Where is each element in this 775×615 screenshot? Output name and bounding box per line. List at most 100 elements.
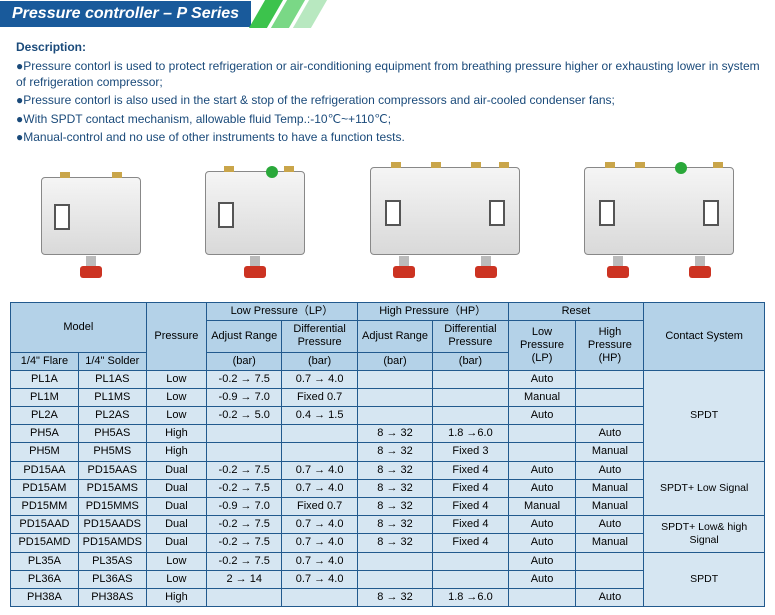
th-bar: (bar) — [357, 352, 432, 370]
table-cell: PD15AAS — [78, 461, 146, 479]
table-cell: Manual — [576, 498, 644, 516]
table-cell — [576, 570, 644, 588]
table-cell: PL35AS — [78, 552, 146, 570]
table-cell: 8 → 32 — [357, 588, 432, 606]
table-cell: Fixed 4 — [433, 498, 508, 516]
th-lp-adj: Adjust Range — [207, 321, 282, 352]
table-cell — [357, 570, 432, 588]
table-cell: Auto — [508, 516, 576, 534]
table-cell: Low — [146, 552, 206, 570]
table-cell: Auto — [508, 570, 576, 588]
table-cell: 0.7 → 4.0 — [282, 461, 357, 479]
th-model: Model — [11, 302, 147, 352]
table-cell: Auto — [508, 461, 576, 479]
table-cell: Auto — [508, 407, 576, 425]
table-cell: PH38AS — [78, 588, 146, 606]
table-cell: PL1MS — [78, 388, 146, 406]
th-lp-diff: Differential Pressure — [282, 321, 357, 352]
contact-system-cell: SPDT — [644, 370, 765, 461]
table-cell: PD15AADS — [78, 516, 146, 534]
spec-table: Model Pressure Low Pressure（LP） High Pre… — [10, 302, 765, 607]
table-cell: Manual — [508, 388, 576, 406]
description-item: ●Pressure contorl is used to protect ref… — [16, 58, 765, 90]
table-cell — [433, 570, 508, 588]
table-cell: High — [146, 443, 206, 461]
page-title: Pressure controller – P Series — [0, 1, 251, 27]
table-cell: -0.2 → 7.5 — [207, 461, 282, 479]
table-cell: Dual — [146, 516, 206, 534]
table-cell: 8 → 32 — [357, 443, 432, 461]
table-cell — [207, 425, 282, 443]
product-image-single-manual — [205, 171, 305, 278]
th-hp-diff: Differential Pressure — [433, 321, 508, 352]
table-cell: PD15AAD — [11, 516, 79, 534]
table-cell: PL1AS — [78, 370, 146, 388]
table-cell — [357, 407, 432, 425]
product-image-single-auto — [41, 177, 141, 278]
table-cell: 2 → 14 — [207, 570, 282, 588]
contact-system-cell: SPDT+ Low& high Signal — [644, 516, 765, 552]
table-cell: 0.7 → 4.0 — [282, 370, 357, 388]
th-reset: Reset — [508, 302, 644, 320]
table-cell: -0.9 → 7.0 — [207, 498, 282, 516]
th-flare: 1/4" Flare — [11, 352, 79, 370]
table-cell: -0.2 → 5.0 — [207, 407, 282, 425]
table-cell — [508, 588, 576, 606]
table-cell: Fixed 4 — [433, 479, 508, 497]
table-cell — [508, 443, 576, 461]
table-cell: Fixed 4 — [433, 534, 508, 552]
table-cell: Manual — [576, 479, 644, 497]
table-cell: PD15AMDS — [78, 534, 146, 552]
table-cell: 1.8 →6.0 — [433, 588, 508, 606]
spec-table-wrap: Model Pressure Low Pressure（LP） High Pre… — [0, 302, 775, 613]
th-reset-hp: High Pressure (HP) — [576, 321, 644, 371]
table-cell: Low — [146, 370, 206, 388]
table-cell: High — [146, 425, 206, 443]
table-head: Model Pressure Low Pressure（LP） High Pre… — [11, 302, 765, 370]
table-cell: -0.2 → 7.5 — [207, 370, 282, 388]
table-cell: Auto — [576, 461, 644, 479]
products-row — [0, 157, 775, 302]
table-cell: Fixed 3 — [433, 443, 508, 461]
table-row: PD15AAPD15AASDual-0.2 → 7.50.7 → 4.08 → … — [11, 461, 765, 479]
table-cell: Auto — [508, 552, 576, 570]
table-cell: PL2AS — [78, 407, 146, 425]
contact-system-cell: SPDT+ Low Signal — [644, 461, 765, 516]
th-contact-system: Contact System — [644, 302, 765, 370]
table-cell: Dual — [146, 534, 206, 552]
table-cell: PH5AS — [78, 425, 146, 443]
product-image-dual-auto — [370, 167, 520, 278]
table-cell: PD15AA — [11, 461, 79, 479]
th-bar: (bar) — [207, 352, 282, 370]
table-cell: Fixed 4 — [433, 516, 508, 534]
contact-system-cell: SPDT — [644, 552, 765, 607]
table-cell: 8 → 32 — [357, 425, 432, 443]
table-cell — [282, 425, 357, 443]
table-cell: PD15AMD — [11, 534, 79, 552]
table-cell — [207, 588, 282, 606]
accent-stripes — [253, 0, 319, 28]
table-cell: PH5A — [11, 425, 79, 443]
table-cell: Fixed 0.7 — [282, 498, 357, 516]
table-cell — [508, 425, 576, 443]
table-cell — [576, 407, 644, 425]
table-cell: 0.7 → 4.0 — [282, 516, 357, 534]
table-cell — [433, 370, 508, 388]
table-cell — [357, 552, 432, 570]
table-row: PL35APL35ASLow-0.2 → 7.50.7 → 4.0AutoSPD… — [11, 552, 765, 570]
table-cell — [282, 443, 357, 461]
table-cell: 0.7 → 4.0 — [282, 479, 357, 497]
table-cell: Auto — [576, 425, 644, 443]
table-cell — [576, 370, 644, 388]
table-cell: Auto — [576, 588, 644, 606]
table-cell: 0.7 → 4.0 — [282, 552, 357, 570]
table-cell — [207, 443, 282, 461]
table-cell: 8 → 32 — [357, 461, 432, 479]
table-cell: 8 → 32 — [357, 479, 432, 497]
table-cell: Manual — [508, 498, 576, 516]
table-row: PL1APL1ASLow-0.2 → 7.50.7 → 4.0AutoSPDT — [11, 370, 765, 388]
table-cell: Fixed 4 — [433, 461, 508, 479]
header-band: Pressure controller – P Series — [0, 0, 775, 28]
table-cell: PL1A — [11, 370, 79, 388]
table-cell: -0.2 → 7.5 — [207, 516, 282, 534]
